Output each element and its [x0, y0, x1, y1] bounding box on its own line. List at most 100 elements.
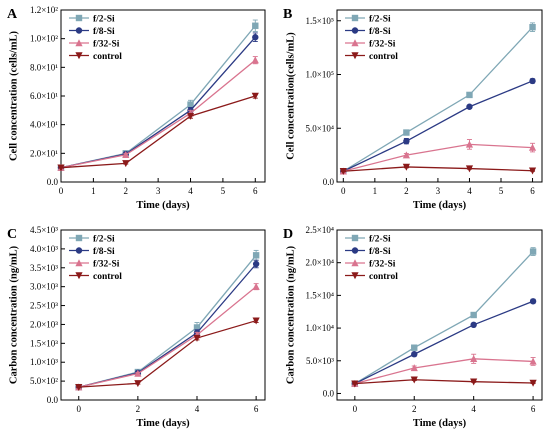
legend-marker: [351, 52, 359, 60]
y-tick-label: 1.0×10³: [30, 357, 58, 367]
legend-marker: [351, 14, 359, 22]
data-point: [529, 357, 537, 365]
legend-marker: [351, 27, 359, 34]
data-point: [187, 101, 194, 108]
panel-label: B: [283, 7, 292, 22]
legend-entry: f/2-Si: [93, 15, 115, 25]
data-point: [465, 140, 474, 148]
x-tick-label: 0: [341, 186, 346, 196]
legend-entry: f/8-Si: [93, 247, 115, 257]
y-tick-label: 2.0×10¹: [30, 148, 58, 158]
data-point: [529, 379, 537, 387]
data-point: [410, 364, 418, 372]
series-f-8-si: [57, 32, 259, 171]
legend-marker: [351, 247, 359, 254]
x-tick-label: 1: [373, 186, 378, 196]
data-point: [251, 56, 259, 64]
legend-entry: f/8-Si: [93, 27, 115, 37]
data-point: [351, 380, 359, 388]
y-tick-label: 1.0×10²: [30, 34, 58, 44]
series-f-8-si: [340, 77, 536, 175]
series-f-32-si: [75, 282, 260, 391]
legend: f/2-Si f/8-Si f/32-Si control: [345, 14, 398, 62]
data-point: [529, 77, 536, 85]
panel-label: A: [7, 7, 18, 22]
y-tick-label: 4.0×10³: [30, 244, 58, 254]
x-tick-label: 0: [59, 186, 64, 196]
x-axis-title: Time (days): [136, 418, 190, 429]
series-line: [60, 36, 256, 169]
legend-marker: [75, 52, 83, 60]
series-f-32-si: [57, 56, 259, 171]
legend-entry: f/32-Si: [369, 260, 396, 270]
x-tick-label: 2: [136, 404, 141, 414]
data-point: [122, 150, 130, 158]
series-f-2-si: [340, 22, 536, 175]
chart-panel-c: 0 2 4 6 0.0 5.0×10² 1.0×10³ 1.5×10³ 2.0×10³ 2.5×1…: [7, 225, 266, 429]
y-axis-title: Cell concentration(cells/mL): [286, 32, 297, 160]
x-axis-title: Time (days): [413, 418, 467, 429]
data-point: [528, 167, 537, 175]
data-point: [252, 22, 259, 29]
y-tick-label: 2.5×10³: [30, 301, 58, 311]
data-point: [75, 383, 83, 391]
y-tick-label: 6.0×10¹: [30, 91, 58, 101]
chart-panel-d: 0 2 4 6 0.0 5.0×10³ 1.0×10⁴ 1.5×10⁴ 2.0×10⁴ 2.5×1…: [283, 225, 543, 429]
y-tick-label: 5.0×10³: [306, 356, 334, 366]
legend-entry: f/2-Si: [369, 15, 391, 25]
data-point: [466, 91, 473, 99]
y-tick-label: 8.0×10¹: [30, 62, 58, 72]
y-tick-label: 0.0: [323, 388, 335, 398]
series-line: [354, 300, 534, 385]
series-f-32-si: [339, 139, 537, 175]
series-line: [78, 286, 257, 388]
data-point: [470, 321, 477, 329]
x-tick-label: 3: [436, 186, 441, 196]
plot-frame: [60, 229, 266, 401]
legend-marker: [75, 234, 83, 242]
data-point: [410, 376, 418, 384]
series-line: [354, 379, 534, 385]
data-point: [134, 380, 142, 388]
x-tick-label: 4: [188, 186, 193, 196]
legend-entry: control: [369, 52, 398, 62]
x-tick-label: 1: [91, 186, 96, 196]
series-control: [75, 317, 260, 391]
y-tick-label: 4.5×10³: [30, 225, 58, 235]
legend-marker: [351, 259, 359, 267]
data-point: [252, 252, 260, 259]
data-point: [402, 163, 410, 171]
legend: f/2-Si f/8-Si f/32-Si control: [69, 234, 122, 282]
series-line: [78, 263, 257, 388]
data-point: [252, 282, 260, 290]
legend-marker: [75, 272, 83, 280]
data-point: [57, 164, 65, 172]
y-tick-label: 2.5×10⁴: [306, 225, 334, 235]
y-tick-label: 3.5×10³: [30, 263, 58, 273]
data-point: [465, 165, 474, 173]
y-tick-label: 3.0×10³: [30, 282, 58, 292]
series-control: [57, 92, 259, 172]
legend-marker: [75, 39, 83, 47]
series-line: [60, 59, 256, 169]
data-point: [134, 369, 142, 377]
chart-panel-b: 0 1 2 3 4 5 6 0.0 5.0×10⁴ 1.0×10⁵ 1.5×10⁵ Time (day…: [283, 7, 543, 211]
y-tick-label: 1.5×10⁵: [306, 16, 334, 26]
data-point: [529, 298, 537, 305]
x-tick-label: 4: [471, 404, 476, 414]
y-tick-label: 0.0: [47, 395, 59, 405]
data-point: [470, 355, 478, 363]
series-line: [354, 358, 534, 385]
legend-marker: [351, 272, 359, 280]
x-tick-label: 4: [195, 404, 200, 414]
data-point: [470, 378, 478, 386]
y-tick-label: 1.0×10⁵: [306, 70, 334, 80]
legend-entry: f/8-Si: [369, 247, 391, 257]
y-tick-label: 0.0: [323, 177, 335, 187]
legend: f/2-Si f/8-Si f/32-Si control: [69, 15, 122, 62]
data-point: [403, 129, 410, 136]
y-tick-label: 5.0×10⁴: [306, 123, 334, 133]
data-point: [529, 24, 536, 31]
y-tick-label: 1.2×10²: [30, 5, 58, 15]
data-point: [403, 137, 410, 145]
